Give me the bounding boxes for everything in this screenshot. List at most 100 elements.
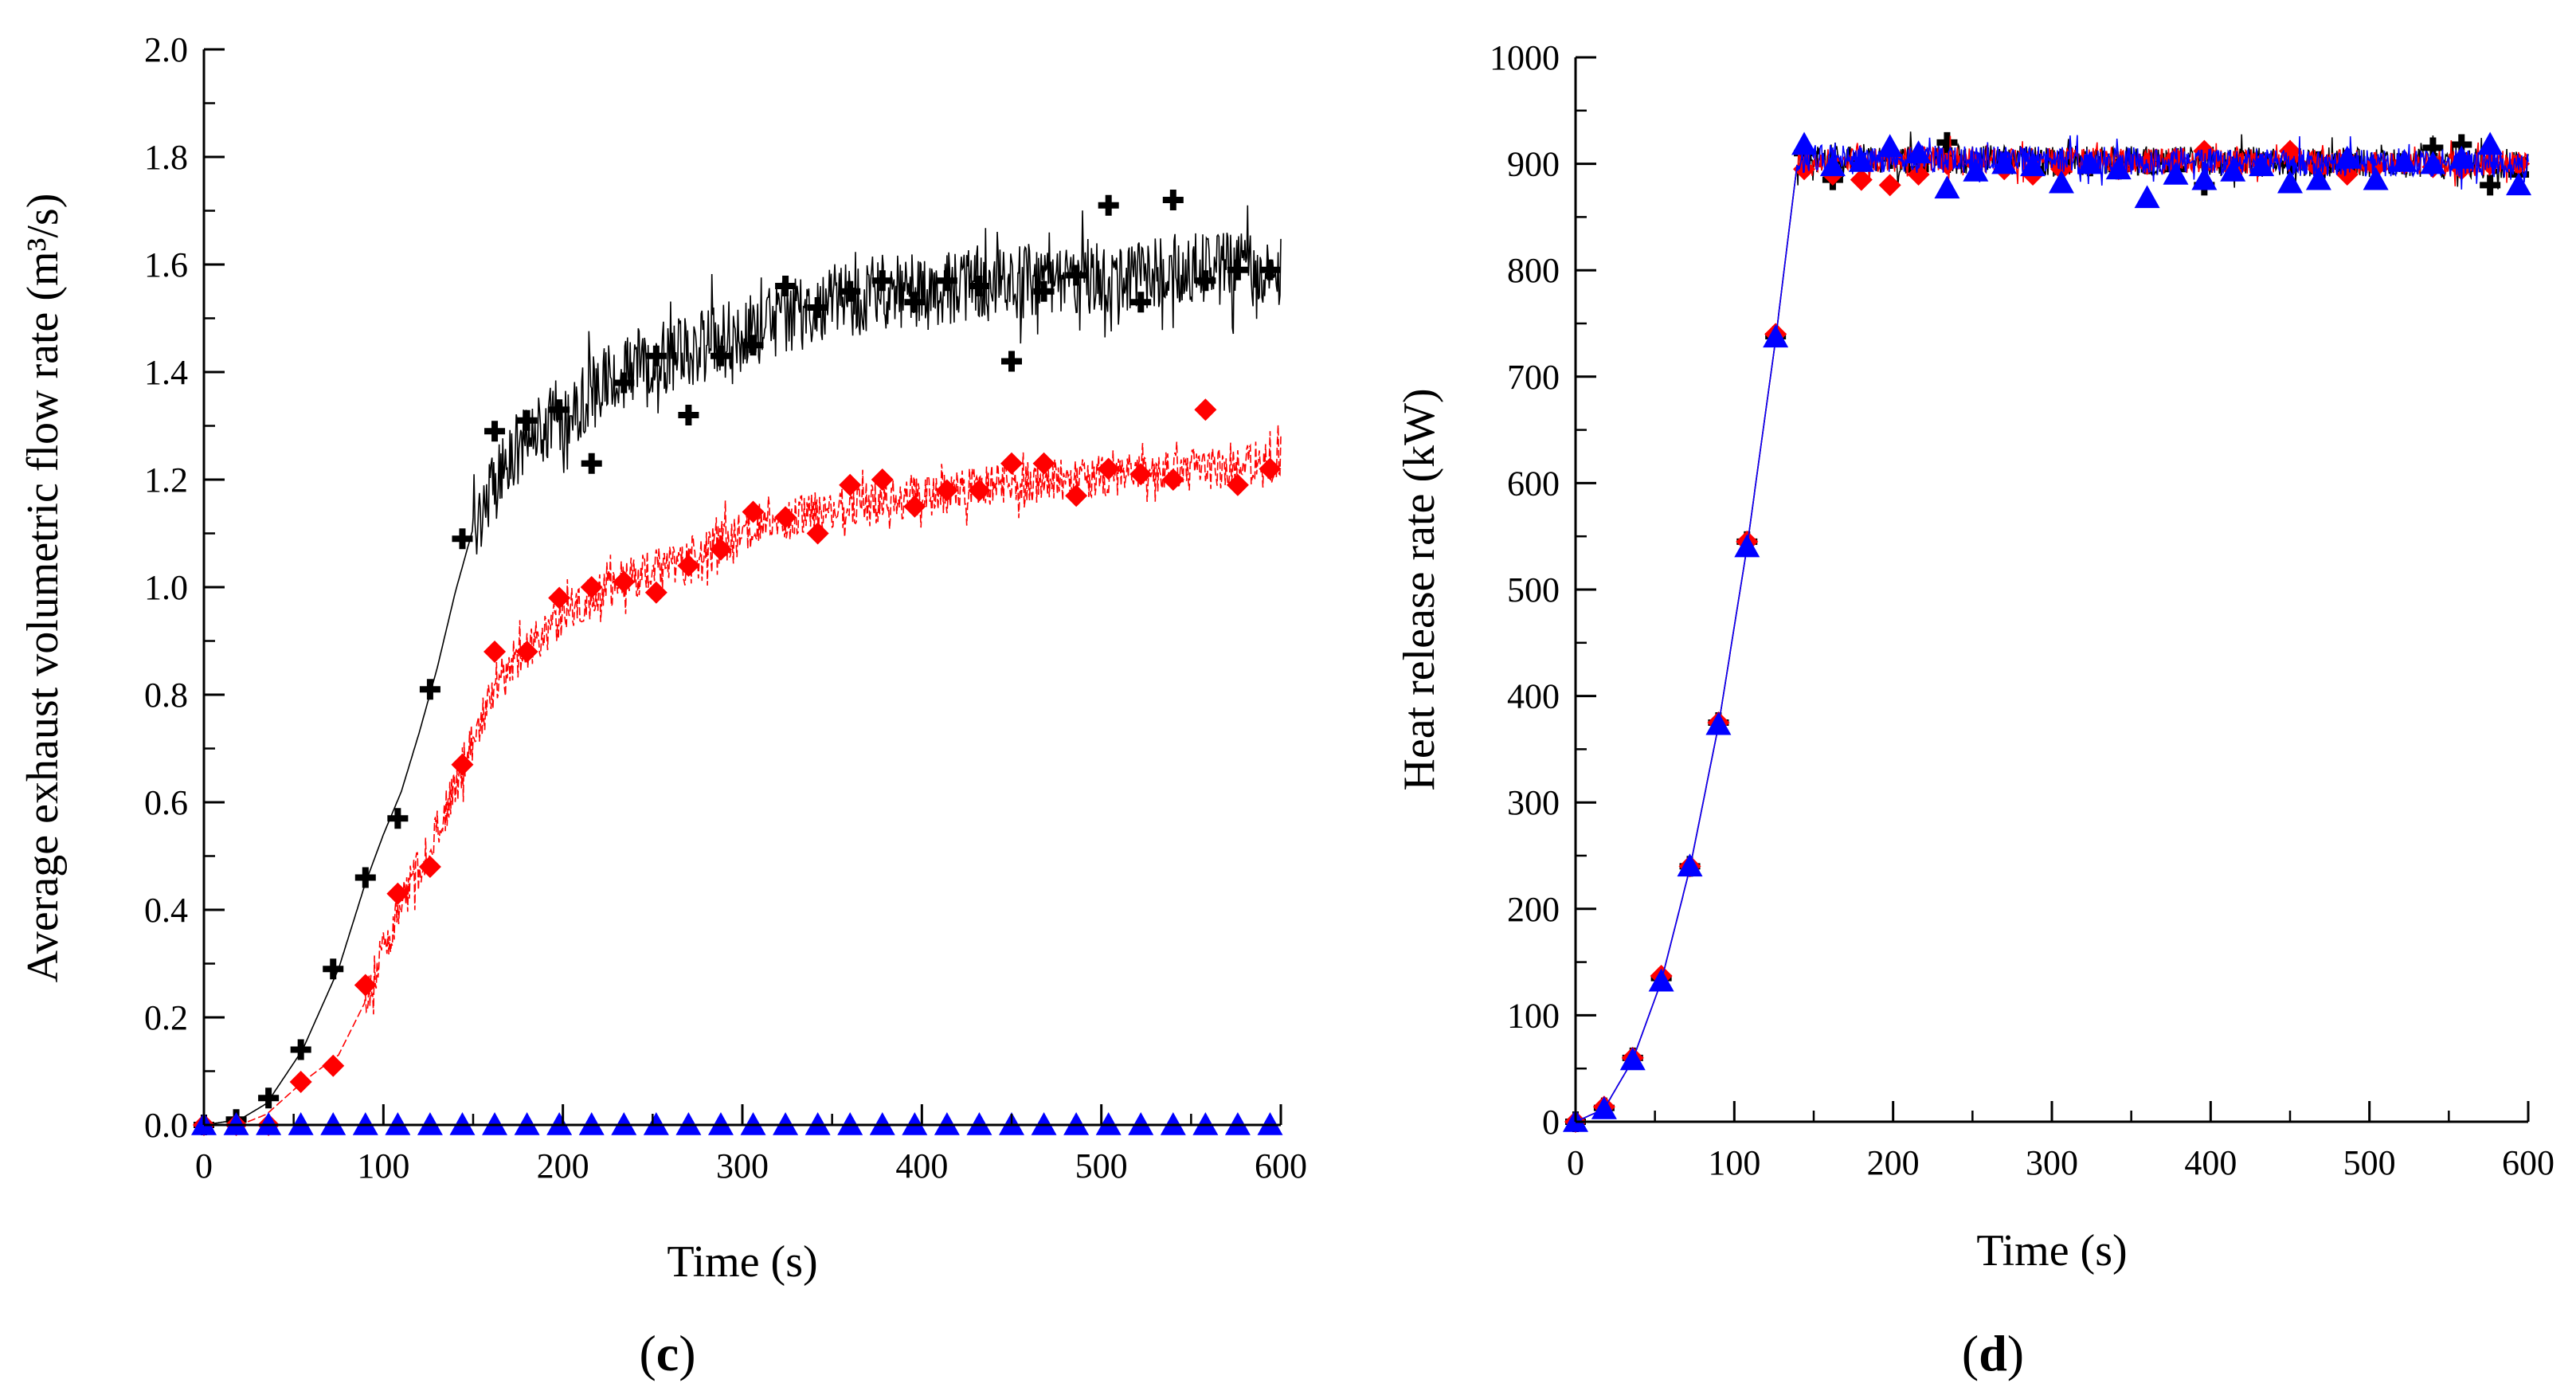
chart-c-black-cross-marker xyxy=(904,292,926,313)
chart-d-blue-triangle-marker xyxy=(1763,324,1789,348)
chart-c-black-cross-marker xyxy=(710,345,731,366)
chart-c-blue-triangle-marker xyxy=(1257,1112,1283,1135)
chart-c-black-cross-marker xyxy=(419,679,440,700)
chart-c-blue-triangle-marker xyxy=(449,1112,476,1135)
chart-c-black-cross-marker xyxy=(1195,270,1216,292)
chart-d-blue-triangle-marker xyxy=(2420,151,2446,174)
chart-c-panel-label-letter: c xyxy=(656,1325,679,1381)
chart-c-red-diamond-marker xyxy=(1000,452,1023,475)
chart-d-blue-triangle-marker xyxy=(1963,158,1989,182)
chart-c-blue-triangle-marker xyxy=(1128,1112,1154,1135)
chart-c-y-tick-label: 1.2 xyxy=(144,460,188,500)
chart-d-y-tick-label: 1000 xyxy=(1490,38,1560,77)
chart-c-x-tick-label: 400 xyxy=(895,1146,948,1185)
chart-d-x-tick-label: 400 xyxy=(2184,1143,2237,1182)
chart-c-black-cross-marker xyxy=(387,808,409,829)
chart-c-x-tick-label: 600 xyxy=(1255,1146,1307,1185)
chart-c-blue-triangle-marker xyxy=(256,1112,282,1135)
chart-d-blue-triangle-marker xyxy=(1677,853,1703,877)
chart-c-black-cross-marker xyxy=(1162,190,1184,210)
chart-d-y-tick-label: 400 xyxy=(1507,677,1560,716)
chart-c-blue-triangle-marker xyxy=(1063,1112,1090,1135)
chart-d-blue-triangle-marker xyxy=(1848,148,1874,172)
chart-c-red-diamond-marker xyxy=(677,555,700,577)
chart-c-red-diamond-marker xyxy=(548,586,571,609)
chart-d-x-tick-label: 300 xyxy=(2026,1143,2078,1182)
chart-d-y-tick-label: 200 xyxy=(1507,890,1560,929)
chart-c-black-cross-line xyxy=(203,205,1282,1126)
chart-c-blue-triangle-marker xyxy=(966,1112,992,1135)
chart-c-xlabel: Time (s) xyxy=(667,1237,817,1287)
chart-c-black-cross-marker xyxy=(871,270,893,292)
chart-c-y-tick-label: 0.4 xyxy=(144,891,188,930)
chart-d-panel-label-open: ( xyxy=(1962,1325,1979,1381)
chart-c-red-diamond-marker xyxy=(580,576,603,598)
chart-c-blue-triangle-marker xyxy=(805,1112,831,1135)
chart-c-black-cross-marker xyxy=(742,335,764,356)
chart-c-panel-label: (c) xyxy=(639,1325,695,1381)
chart-d-axes: 0 100 200 300 400 500 600 0 100 200 300 400 500 600 70… xyxy=(1490,38,2554,1182)
chart-d-blue-triangle-marker xyxy=(1648,968,1674,992)
chart-d-black-cross-marker xyxy=(2480,174,2501,196)
chart-c-y-tick-label: 0.6 xyxy=(144,783,188,822)
chart-d-x-tick-label: 0 xyxy=(1567,1143,1584,1182)
chart-d-blue-triangle-marker xyxy=(1791,131,1818,155)
chart-c-red-diamond-marker xyxy=(613,570,636,594)
chart-d-blue-triangle-marker xyxy=(2477,131,2504,155)
chart-c-blue-triangle-marker xyxy=(611,1112,637,1135)
chart-c-blue-triangle-marker xyxy=(482,1112,508,1135)
chart-d-blue-triangle-marker xyxy=(2449,145,2475,169)
chart-c-black-cross-marker xyxy=(516,410,538,431)
chart-c-blue-triangle-marker xyxy=(902,1112,928,1135)
chart-d-x-tick-label: 100 xyxy=(1708,1143,1760,1182)
chart-c-blue-triangle-marker xyxy=(417,1112,443,1135)
chart-c-red-diamond-marker xyxy=(483,641,507,663)
chart-d-blue-triangle-marker xyxy=(1591,1095,1617,1119)
chart-c-red-diamond-marker xyxy=(774,506,797,529)
chart-d-red-diamond-marker xyxy=(1878,174,1901,197)
chart-c-black-cross-marker xyxy=(1130,292,1152,313)
chart-d-red-diamond-marker xyxy=(1850,168,1873,191)
chart-d-blue-triangle-marker xyxy=(2305,167,2331,190)
chart-c-y-tick-label: 1.8 xyxy=(144,138,188,177)
chart-c-red-diamond-marker xyxy=(1129,463,1153,486)
chart-d-blue-triangle-marker xyxy=(1934,175,1960,199)
chart-c-blue-triangle-marker xyxy=(837,1112,863,1135)
chart-d-blue-triangle-marker xyxy=(2334,145,2360,169)
chart-c-ylabel: Average exhaust volumetric flow rate (m³… xyxy=(18,194,68,983)
chart-c-red-diamond-marker xyxy=(418,856,441,878)
chart-c-red-diamond-marker xyxy=(935,479,958,502)
chart-c-red-diamond-marker xyxy=(1226,473,1249,496)
chart-c-red-diamond-marker xyxy=(742,500,765,523)
chart-d-y-tick-label: 300 xyxy=(1507,783,1560,822)
chart-c-y-tick-label: 0.8 xyxy=(144,676,188,715)
chart-c-blue-triangle-marker xyxy=(1192,1112,1219,1135)
chart-d-blue-triangle-marker xyxy=(1734,534,1760,558)
chart-c-blue-triangle-marker xyxy=(223,1112,249,1135)
chart-c-blue-triangle-marker xyxy=(352,1112,378,1135)
chart-c-red-diamond-marker xyxy=(1194,398,1217,421)
chart-c-y-tick-label: 1.4 xyxy=(144,353,188,392)
chart-c-red-diamond-marker xyxy=(644,581,667,604)
chart-c-black-cross-marker xyxy=(969,276,990,296)
chart-c-blue-triangle-marker xyxy=(1224,1112,1251,1135)
chart-d-blue-triangle-marker xyxy=(2249,153,2275,177)
chart-c-y-tick-label: 0.0 xyxy=(144,1106,188,1145)
chart-d-y-tick-label: 800 xyxy=(1507,251,1560,290)
chart-c-blue-triangle-marker xyxy=(707,1112,734,1135)
chart-c-black-cross-marker xyxy=(807,297,828,318)
chart-d-blue-triangle-marker xyxy=(1819,153,1846,177)
chart-c-red-diamond-marker xyxy=(289,1071,312,1093)
chart-d-blue-triangle-marker xyxy=(2363,167,2389,190)
chart-c-blue-triangle-marker xyxy=(514,1112,540,1135)
chart-c-black-cross-marker xyxy=(1033,280,1055,302)
chart-c-y-tick-label: 0.2 xyxy=(144,998,188,1037)
chart-c-black-cross-marker xyxy=(452,528,473,550)
chart-c-black-cross-marker xyxy=(354,867,376,888)
chart-c-red-diamond-marker xyxy=(1032,452,1055,475)
chart-d-blue-triangle-marker xyxy=(2020,153,2046,177)
chart-c-red-diamond-marker xyxy=(354,974,377,997)
chart-c-black-cross-marker xyxy=(1001,351,1022,372)
chart-d-blue-triangle-marker xyxy=(2077,151,2103,174)
